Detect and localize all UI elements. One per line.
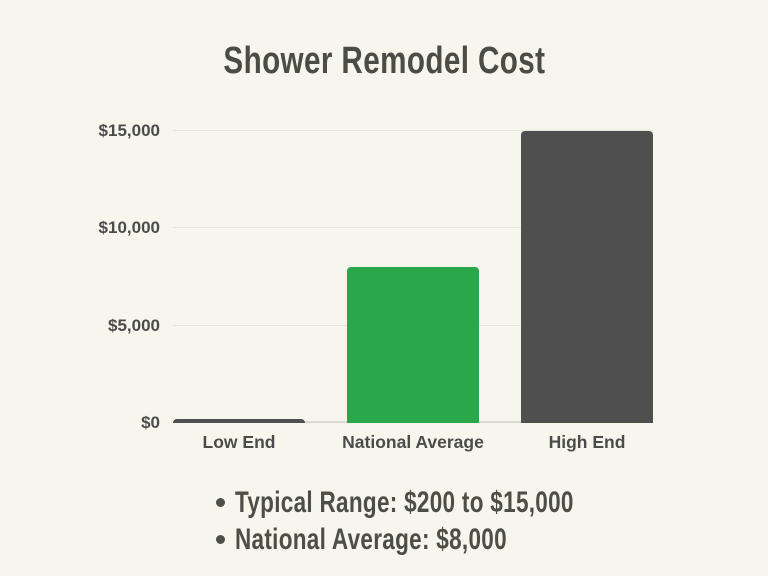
x-axis-label-high-end: High End (548, 432, 626, 452)
note-text: National Average: $8,000 (235, 523, 507, 556)
y-axis-labels: $0 $5,000 $10,000 $15,000 (0, 121, 160, 432)
x-axis-label-slot-national-average: National Average (342, 432, 484, 452)
note-text: Typical Range: $200 to $15,000 (235, 486, 574, 519)
y-axis-label-0: $0 (141, 413, 160, 432)
bullet-dot-icon (216, 535, 225, 544)
bar-national-average (347, 267, 479, 423)
x-axis-label-slot-low-end: Low End (173, 432, 305, 452)
bullet-dot-icon (216, 498, 225, 507)
gridline-10000 (173, 227, 653, 229)
bars-row (173, 131, 653, 423)
x-axis-labels: Low End National Average High End (173, 432, 653, 452)
chart-title-text: Shower Remodel Cost (223, 40, 545, 82)
x-axis-label-low-end: Low End (202, 432, 276, 452)
notes-list: Typical Range: $200 to $15,000 National A… (216, 484, 687, 558)
gridline-15000 (173, 130, 653, 131)
bar-high-end (521, 131, 653, 423)
x-axis-label-national-average: National Average (342, 432, 484, 452)
note-item: National Average: $8,000 (216, 521, 687, 558)
x-axis-label-slot-high-end: High End (521, 432, 653, 452)
y-axis-label-5000: $5,000 (108, 315, 160, 335)
y-axis-label-10000: $10,000 (98, 218, 160, 238)
note-item: Typical Range: $200 to $15,000 (216, 484, 687, 521)
plot-area (173, 130, 653, 423)
bar-low-end (173, 419, 305, 423)
chart-title: Shower Remodel Cost (0, 40, 768, 82)
y-axis-label-15000: $15,000 (98, 121, 160, 140)
